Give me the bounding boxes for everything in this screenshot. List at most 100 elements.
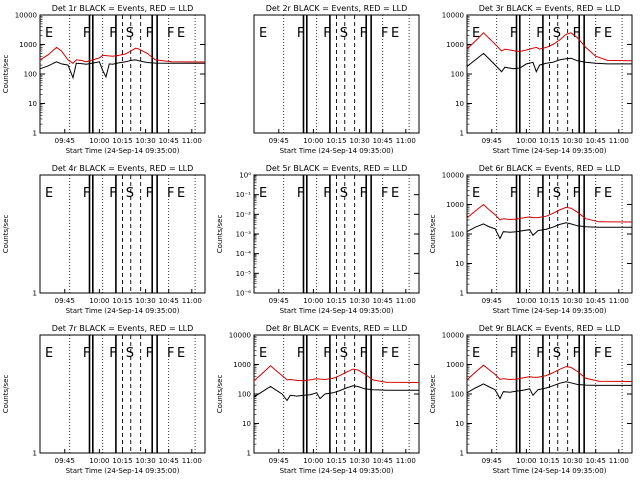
phase-marker: F <box>323 346 330 361</box>
phase-marker: E <box>45 186 53 201</box>
x-tick-label: 10:30 <box>350 297 370 305</box>
chart-panel-det2: Det 2r BLACK = Events, RED = LLD 09:45 10:… <box>253 4 420 155</box>
x-tick-label: 10:15 <box>326 297 346 305</box>
phase-marker: F <box>297 346 304 361</box>
x-tick-label: 11:00 <box>182 297 202 305</box>
events-series-line <box>253 385 419 402</box>
y-tick-label: 1 <box>33 130 37 138</box>
y-tick-label: 10000 <box>15 12 37 20</box>
y-tick-label: 100 <box>451 71 464 79</box>
y-tick-label: 1 <box>33 450 37 458</box>
y-tick-label: 10⁻⁵ <box>236 270 252 278</box>
x-tick-label: 10:30 <box>563 457 583 465</box>
phase-marker: F <box>83 186 90 201</box>
x-tick-label: 10:30 <box>563 297 583 305</box>
phase-marker: S <box>126 346 134 361</box>
panel-title: Det 4r BLACK = Events, RED = LLD <box>52 164 194 173</box>
phase-marker: F <box>510 346 517 361</box>
phase-marker: F <box>510 26 517 41</box>
x-axis-label: Start Time (24-Sep-14 09:35:00) <box>280 307 394 315</box>
x-tick-label: 09:45 <box>269 297 289 305</box>
lld-series-line <box>466 203 633 223</box>
chart-panel-det1: Det 1r BLACK = Events, RED = LLD Counts/s… <box>2 4 206 155</box>
y-tick-label: 10 <box>455 420 464 428</box>
y-tick-label: 1 <box>247 450 251 458</box>
y-axis-label: Counts/sec <box>216 375 224 414</box>
phase-marker: F <box>510 186 517 201</box>
x-tick-label: 09:45 <box>482 137 502 145</box>
phase-marker: S <box>340 186 348 201</box>
x-tick-label: 10:15 <box>112 137 132 145</box>
phase-marker: F <box>381 26 388 41</box>
y-tick-label: 1 <box>460 130 464 138</box>
events-series-line <box>466 52 632 73</box>
phase-marker: S <box>126 26 134 41</box>
x-tick-label: 10:00 <box>303 137 323 145</box>
phase-marker: E <box>259 186 267 201</box>
phase-marker: S <box>553 26 561 41</box>
phase-marker: F <box>360 346 367 361</box>
phase-marker: E <box>391 346 399 361</box>
y-tick-label: 10⁻² <box>236 211 252 219</box>
y-tick-label: 1000 <box>446 361 464 369</box>
y-tick-label: 10000 <box>442 332 464 340</box>
lld-series-line <box>466 364 633 382</box>
y-tick-label: 10⁻³ <box>236 231 252 239</box>
panel-title: Det 2r BLACK = Events, RED = LLD <box>266 4 408 13</box>
x-tick-label: 10:00 <box>303 297 323 305</box>
chart-panel-det5: Det 5r BLACK = Events, RED = LLD Counts/s… <box>216 164 420 315</box>
phase-marker: F <box>594 26 601 41</box>
x-tick-label: 10:30 <box>136 457 156 465</box>
panel-title: Det 8r BLACK = Events, RED = LLD <box>266 324 408 333</box>
phase-marker: E <box>177 186 185 201</box>
y-axis-label: Counts/sec <box>429 215 437 254</box>
phase-marker: F <box>109 26 116 41</box>
phase-marker: S <box>340 346 348 361</box>
x-axis-label: Start Time (24-Sep-14 09:35:00) <box>280 147 394 155</box>
x-axis-label: Start Time (24-Sep-14 09:35:00) <box>66 307 180 315</box>
phase-marker: S <box>126 186 134 201</box>
y-tick-label: 1000 <box>446 201 464 209</box>
phase-marker: F <box>594 346 601 361</box>
phase-marker: E <box>472 26 480 41</box>
phase-marker: F <box>323 186 330 201</box>
x-tick-label: 10:15 <box>112 297 132 305</box>
x-tick-label: 10:00 <box>516 457 536 465</box>
x-tick-label: 09:45 <box>482 457 502 465</box>
phase-marker: F <box>573 186 580 201</box>
chart-panel-det9: Det 9r BLACK = Events, RED = LLD Counts/s… <box>429 324 633 475</box>
lld-series-line <box>39 46 206 64</box>
y-tick-label: 1 <box>460 450 464 458</box>
y-tick-label: 10 <box>242 420 251 428</box>
y-axis-label: Counts/sec <box>429 375 437 414</box>
phase-marker: F <box>594 186 601 201</box>
phase-marker: E <box>45 346 53 361</box>
phase-marker: F <box>109 186 116 201</box>
y-tick-label: 1000 <box>233 361 251 369</box>
phase-marker: F <box>83 346 90 361</box>
y-tick-label: 1 <box>33 290 37 298</box>
x-tick-label: 10:45 <box>586 137 606 145</box>
panel-title: Det 6r BLACK = Events, RED = LLD <box>479 164 621 173</box>
phase-marker: F <box>167 346 174 361</box>
x-tick-label: 10:45 <box>159 137 179 145</box>
x-tick-label: 10:00 <box>89 137 109 145</box>
y-tick-label: 10⁻⁴ <box>236 250 252 258</box>
y-tick-label: 10000 <box>442 12 464 20</box>
x-tick-label: 09:45 <box>482 297 502 305</box>
x-tick-label: 10:45 <box>373 137 393 145</box>
x-tick-label: 09:45 <box>55 457 75 465</box>
lld-series-line <box>466 32 633 62</box>
phase-marker: F <box>323 26 330 41</box>
y-axis-label: Counts/sec <box>2 375 10 414</box>
x-tick-label: 10:15 <box>326 457 346 465</box>
phase-marker: F <box>360 26 367 41</box>
chart-panel-det3: Det 3r BLACK = Events, RED = LLD 1 10 100 10… <box>442 4 633 155</box>
x-tick-label: 11:00 <box>182 457 202 465</box>
phase-marker: F <box>381 186 388 201</box>
phase-marker: F <box>573 346 580 361</box>
x-tick-label: 10:30 <box>136 297 156 305</box>
x-axis-label: Start Time (24-Sep-14 09:35:00) <box>493 467 607 475</box>
x-tick-label: 10:00 <box>516 137 536 145</box>
